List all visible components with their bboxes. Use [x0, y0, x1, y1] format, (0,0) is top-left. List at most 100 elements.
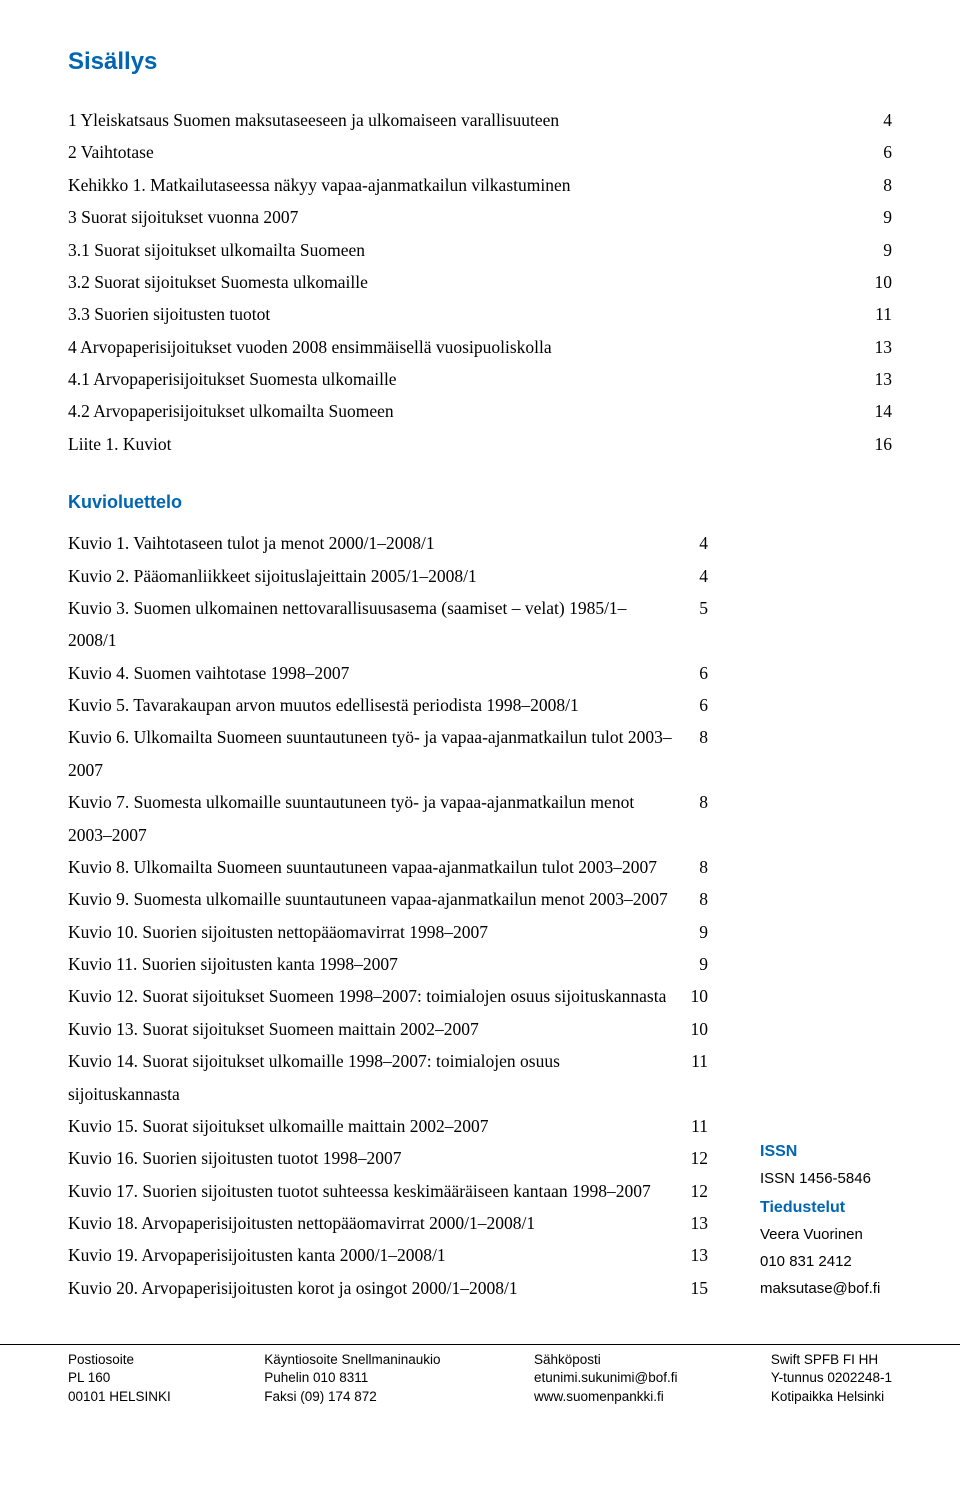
kuviot-page: 12 [680, 1142, 708, 1174]
toc-row: Liite 1. Kuviot16 [68, 428, 892, 460]
kuviot-row: Kuvio 3. Suomen ulkomainen nettovarallis… [68, 592, 708, 657]
kuviot-page: 8 [680, 883, 708, 915]
kuviot-row: Kuvio 5. Tavarakaupan arvon muutos edell… [68, 689, 708, 721]
kuviot-label: Kuvio 2. Pääomanliikkeet sijoituslajeitt… [68, 560, 680, 592]
kuviot-list: Kuvio 1. Vaihtotaseen tulot ja menot 200… [68, 527, 708, 1304]
kuviot-page: 8 [680, 851, 708, 883]
contact-name: Veera Vuorinen [760, 1223, 920, 1246]
kuviot-row: Kuvio 1. Vaihtotaseen tulot ja menot 200… [68, 527, 708, 559]
toc-page: 10 [864, 266, 892, 298]
kuviot-label: Kuvio 9. Suomesta ulkomaille suuntautune… [68, 883, 680, 915]
kuviot-row: Kuvio 18. Arvopaperisijoitusten nettopää… [68, 1207, 708, 1239]
toc-page: 13 [864, 331, 892, 363]
toc-row: 4.1 Arvopaperisijoitukset Suomesta ulkom… [68, 363, 892, 395]
kuviot-row: Kuvio 12. Suorat sijoitukset Suomeen 199… [68, 980, 708, 1012]
kuviot-label: Kuvio 10. Suorien sijoitusten nettopääom… [68, 916, 680, 948]
kuviot-row: Kuvio 20. Arvopaperisijoitusten korot ja… [68, 1272, 708, 1304]
kuviot-label: Kuvio 20. Arvopaperisijoitusten korot ja… [68, 1272, 680, 1304]
toc-label: 3.2 Suorat sijoitukset Suomesta ulkomail… [68, 266, 864, 298]
toc-row: 3.1 Suorat sijoitukset ulkomailta Suomee… [68, 234, 892, 266]
toc-row: Kehikko 1. Matkailutaseessa näkyy vapaa-… [68, 169, 892, 201]
footer-line: Puhelin 010 8311 [264, 1369, 440, 1387]
toc-page: 4 [864, 104, 892, 136]
kuviot-row: Kuvio 16. Suorien sijoitusten tuotot 199… [68, 1142, 708, 1174]
footer-col-4: Swift SPFB FI HHY-tunnus 0202248-1Kotipa… [771, 1351, 892, 1406]
toc-row: 1 Yleiskatsaus Suomen maksutaseeseen ja … [68, 104, 892, 136]
issn-value: ISSN 1456-5846 [760, 1167, 920, 1190]
toc-row: 2 Vaihtotase6 [68, 136, 892, 168]
kuviot-label: Kuvio 11. Suorien sijoitusten kanta 1998… [68, 948, 680, 980]
tiedustelut-heading: Tiedustelut [760, 1196, 920, 1221]
kuviot-row: Kuvio 14. Suorat sijoitukset ulkomaille … [68, 1045, 708, 1110]
kuviot-page: 15 [680, 1272, 708, 1304]
kuviot-page: 8 [680, 721, 708, 753]
kuviot-row: Kuvio 19. Arvopaperisijoitusten kanta 20… [68, 1239, 708, 1271]
toc-label: 3.3 Suorien sijoitusten tuotot [68, 298, 864, 330]
kuviot-page: 9 [680, 916, 708, 948]
kuviot-label: Kuvio 5. Tavarakaupan arvon muutos edell… [68, 689, 680, 721]
kuvioluettelo-title: Kuvioluettelo [68, 492, 892, 513]
toc-row: 4 Arvopaperisijoitukset vuoden 2008 ensi… [68, 331, 892, 363]
kuviot-page: 4 [680, 527, 708, 559]
kuviot-row: Kuvio 2. Pääomanliikkeet sijoituslajeitt… [68, 560, 708, 592]
toc-page: 14 [864, 395, 892, 427]
kuviot-label: Kuvio 13. Suorat sijoitukset Suomeen mai… [68, 1013, 680, 1045]
kuviot-label: Kuvio 19. Arvopaperisijoitusten kanta 20… [68, 1239, 680, 1271]
kuviot-page: 12 [680, 1175, 708, 1207]
toc-label: 2 Vaihtotase [68, 136, 864, 168]
footer-line: Faksi (09) 174 872 [264, 1388, 440, 1406]
contact-email: maksutase@bof.fi [760, 1277, 920, 1300]
toc-page: 6 [864, 136, 892, 168]
toc-label: 1 Yleiskatsaus Suomen maksutaseeseen ja … [68, 104, 864, 136]
footer-col-2: Käyntiosoite SnellmaninaukioPuhelin 010 … [264, 1351, 440, 1406]
toc-label: 4.2 Arvopaperisijoitukset ulkomailta Suo… [68, 395, 864, 427]
toc-row: 4.2 Arvopaperisijoitukset ulkomailta Suo… [68, 395, 892, 427]
contact-phone: 010 831 2412 [760, 1250, 920, 1273]
kuviot-label: Kuvio 3. Suomen ulkomainen nettovarallis… [68, 592, 680, 657]
footer-line: Y-tunnus 0202248-1 [771, 1369, 892, 1387]
toc-label: 3 Suorat sijoitukset vuonna 2007 [68, 201, 864, 233]
kuviot-row: Kuvio 9. Suomesta ulkomaille suuntautune… [68, 883, 708, 915]
kuviot-label: Kuvio 18. Arvopaperisijoitusten nettopää… [68, 1207, 680, 1239]
footer-line: etunimi.sukunimi@bof.fi [534, 1369, 678, 1387]
kuviot-label: Kuvio 1. Vaihtotaseen tulot ja menot 200… [68, 527, 680, 559]
kuviot-label: Kuvio 8. Ulkomailta Suomeen suuntautunee… [68, 851, 680, 883]
footer-line: www.suomenpankki.fi [534, 1388, 678, 1406]
kuviot-label: Kuvio 7. Suomesta ulkomaille suuntautune… [68, 786, 680, 851]
kuviot-label: Kuvio 16. Suorien sijoitusten tuotot 199… [68, 1142, 680, 1174]
footer-line: 00101 HELSINKI [68, 1388, 171, 1406]
kuviot-page: 11 [680, 1110, 708, 1142]
footer-line: Postiosoite [68, 1351, 171, 1369]
kuviot-page: 10 [680, 980, 708, 1012]
kuviot-page: 11 [680, 1045, 708, 1077]
toc-label: Liite 1. Kuviot [68, 428, 864, 460]
kuviot-row: Kuvio 7. Suomesta ulkomaille suuntautune… [68, 786, 708, 851]
footer: PostiosoitePL 16000101 HELSINKI Käyntios… [0, 1344, 960, 1426]
kuviot-row: Kuvio 17. Suorien sijoitusten tuotot suh… [68, 1175, 708, 1207]
kuviot-page: 9 [680, 948, 708, 980]
kuviot-page: 6 [680, 657, 708, 689]
footer-line: PL 160 [68, 1369, 171, 1387]
issn-heading: ISSN [760, 1140, 920, 1165]
kuviot-page: 4 [680, 560, 708, 592]
sidebar: ISSN ISSN 1456-5846 Tiedustelut Veera Vu… [760, 1140, 920, 1305]
footer-col-3: Sähköpostietunimi.sukunimi@bof.fiwww.suo… [534, 1351, 678, 1406]
kuviot-page: 8 [680, 786, 708, 818]
toc-page: 11 [864, 298, 892, 330]
kuviot-page: 13 [680, 1239, 708, 1271]
kuviot-row: Kuvio 10. Suorien sijoitusten nettopääom… [68, 916, 708, 948]
kuviot-row: Kuvio 4. Suomen vaihtotase 1998–20076 [68, 657, 708, 689]
toc-label: 3.1 Suorat sijoitukset ulkomailta Suomee… [68, 234, 864, 266]
toc-row: 3.3 Suorien sijoitusten tuotot11 [68, 298, 892, 330]
kuviot-row: Kuvio 15. Suorat sijoitukset ulkomaille … [68, 1110, 708, 1142]
kuviot-label: Kuvio 15. Suorat sijoitukset ulkomaille … [68, 1110, 680, 1142]
footer-line: Swift SPFB FI HH [771, 1351, 892, 1369]
kuviot-page: 5 [680, 592, 708, 624]
kuviot-page: 10 [680, 1013, 708, 1045]
kuviot-page: 6 [680, 689, 708, 721]
footer-col-1: PostiosoitePL 16000101 HELSINKI [68, 1351, 171, 1406]
toc-row: 3 Suorat sijoitukset vuonna 20079 [68, 201, 892, 233]
page-title: Sisällys [68, 48, 892, 76]
footer-line: Kotipaikka Helsinki [771, 1388, 892, 1406]
kuviot-row: Kuvio 6. Ulkomailta Suomeen suuntautunee… [68, 721, 708, 786]
